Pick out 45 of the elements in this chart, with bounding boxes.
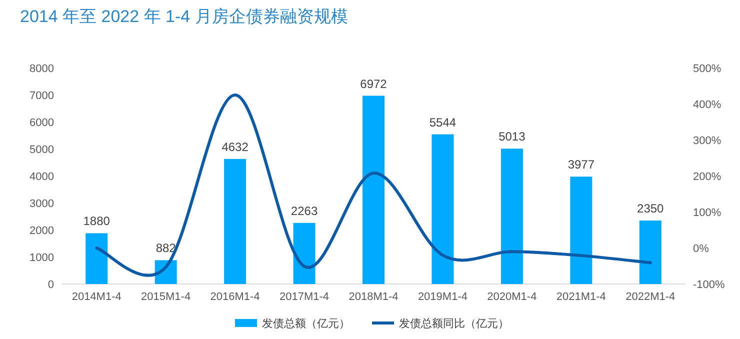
x-tick-label: 2019M1-4 — [418, 291, 468, 303]
bar — [570, 176, 592, 284]
x-tick-label: 2021M1-4 — [556, 291, 606, 303]
data-label: 2263 — [290, 204, 318, 218]
y-tick-label: 4000 — [30, 171, 54, 183]
y2-tick-label: 100% — [693, 207, 722, 219]
y-tick-label: 0 — [48, 279, 54, 291]
y-tick-label: 2000 — [30, 225, 54, 237]
x-tick-label: 2016M1-4 — [210, 291, 260, 303]
bar — [639, 220, 662, 284]
bar — [86, 233, 108, 284]
x-tick-label: 2014M1-4 — [72, 291, 122, 303]
y2-tick-label: 200% — [693, 171, 722, 183]
y2-tick-label: 500% — [693, 63, 722, 75]
y2-tick-label: 300% — [693, 135, 722, 147]
y-tick-label: 8000 — [30, 63, 54, 75]
bar — [224, 158, 246, 284]
chart-title: 2014 年至 2022 年 1-4 月房企债券融资规模 — [20, 7, 348, 26]
legend-label: 发债总额同比（亿元） — [399, 317, 509, 330]
y2-tick-label: -100% — [693, 279, 726, 291]
bar — [432, 134, 454, 284]
bar — [362, 96, 384, 284]
y-tick-label: 6000 — [30, 117, 54, 129]
data-label: 3977 — [568, 158, 595, 172]
y2-tick-label: 0% — [693, 243, 710, 255]
x-tick-label: 2020M1-4 — [487, 291, 537, 303]
data-label: 5544 — [429, 115, 456, 130]
data-label: 5013 — [498, 130, 526, 144]
y2-tick-label: 400% — [693, 99, 722, 111]
x-tick-label: 2017M1-4 — [280, 291, 330, 303]
x-tick-label: 2018M1-4 — [348, 291, 398, 303]
y-tick-label: 5000 — [30, 144, 54, 156]
data-label: 882 — [156, 241, 176, 256]
bar — [293, 222, 316, 284]
data-label: 1880 — [83, 214, 110, 228]
data-label: 6972 — [360, 76, 388, 91]
x-tick-label: 2022M1-4 — [626, 291, 676, 303]
data-label: 2350 — [637, 202, 664, 216]
y-tick-label: 3000 — [30, 198, 54, 210]
bar — [500, 148, 523, 284]
legend-label: 发债总额（亿元） — [262, 317, 350, 330]
y-tick-label: 1000 — [30, 252, 54, 264]
x-tick-label: 2015M1-4 — [141, 291, 191, 303]
data-label: 4632 — [222, 140, 249, 154]
y-tick-label: 7000 — [30, 90, 54, 102]
